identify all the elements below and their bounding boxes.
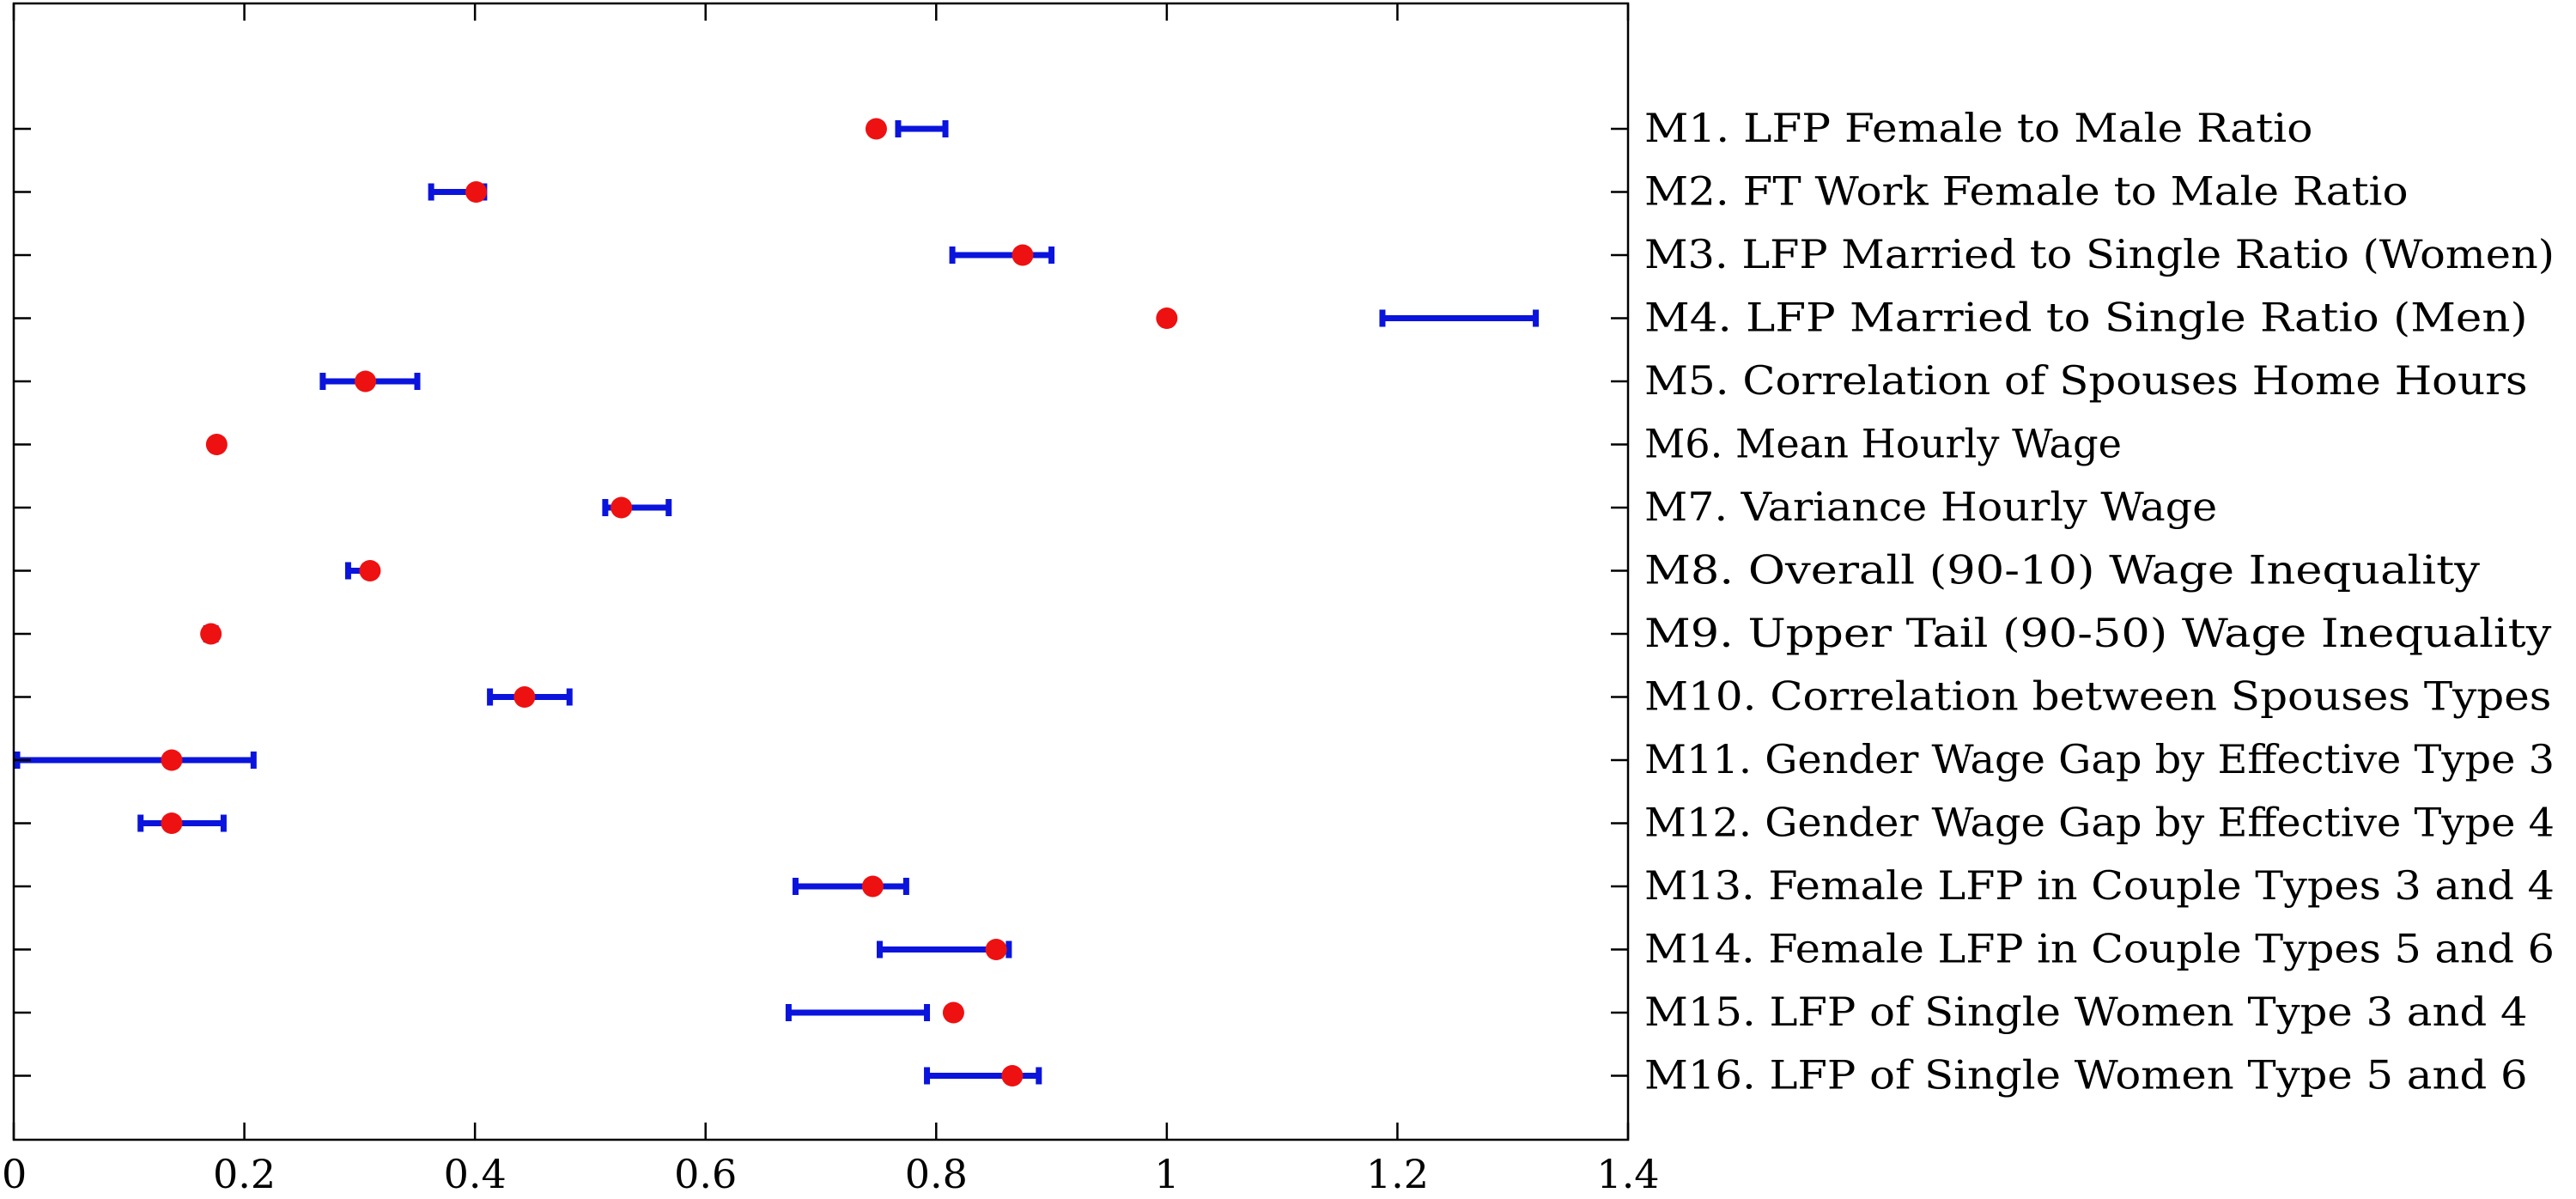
point-layer [161, 118, 1178, 1086]
x-tick-label: 0.8 [905, 1151, 968, 1197]
data-point [205, 434, 228, 455]
data-point [942, 1001, 964, 1024]
y-axis-ticks: M1. LFP Female to Male Ratio M2. FT Work … [14, 105, 2555, 1099]
data-point [200, 623, 222, 645]
data-point [465, 181, 487, 203]
data-point [985, 939, 1007, 960]
moment-label: M4. LFP Married to Single Ratio (Men) [1644, 295, 2528, 341]
data-point [513, 686, 536, 708]
x-tick-label: 0.4 [444, 1151, 507, 1197]
moment-label: M3. LFP Married to Single Ratio (Women) [1644, 231, 2555, 277]
x-tick-label: 1.2 [1366, 1151, 1429, 1197]
data-point [161, 813, 183, 834]
x-tick-label: 0 [2, 1151, 27, 1197]
moment-label: M14. Female LFP in Couple Types 5 and 6 [1644, 926, 2555, 972]
data-point [1012, 244, 1034, 266]
data-point [1001, 1065, 1024, 1086]
data-point [359, 560, 381, 581]
x-axis-ticks: 0 0.2 0.4 0.6 0.8 1 1.2 1.4 [2, 3, 1660, 1197]
moment-label: M15. LFP of Single Women Type 3 and 4 [1644, 989, 2528, 1035]
x-tick-label: 0.6 [674, 1151, 737, 1197]
x-tick-label: 1 [1154, 1151, 1179, 1197]
errorbar [785, 1004, 931, 1021]
moment-label: M8. Overall (90-10) Wage Inequality [1644, 547, 2480, 593]
x-tick-label: 1.4 [1596, 1151, 1659, 1197]
data-point [1156, 307, 1178, 329]
errorbar [895, 120, 949, 137]
x-tick-label: 0.2 [213, 1151, 276, 1197]
moment-label: M10. Correlation between Spouses Types [1644, 673, 2551, 720]
data-point [865, 118, 887, 140]
moment-label: M1. LFP Female to Male Ratio [1644, 105, 2312, 151]
moment-label: M16. LFP of Single Women Type 5 and 6 [1644, 1052, 2528, 1099]
data-point [611, 496, 633, 519]
moment-label: M7. Variance Hourly Wage [1644, 484, 2217, 530]
data-point [161, 749, 183, 771]
moment-label: M11. Gender Wage Gap by Effective Type 3 [1644, 736, 2555, 782]
errorbar [792, 878, 909, 895]
moment-label: M2. FT Work Female to Male Ratio [1644, 168, 2409, 215]
data-point [861, 875, 884, 898]
errorbar [949, 246, 1055, 264]
moment-label: M9. Upper Tail (90-50) Wage Inequality [1644, 610, 2551, 656]
moment-label: M6. Mean Hourly Wage [1644, 421, 2122, 467]
data-point [355, 370, 377, 393]
moment-label: M12. Gender Wage Gap by Effective Type 4 [1644, 800, 2555, 846]
errorbar [1379, 309, 1540, 327]
moment-label: M5. Correlation of Spouses Home Hours [1644, 357, 2528, 404]
moment-label: M13. Female LFP in Couple Types 3 and 4 [1644, 862, 2555, 909]
